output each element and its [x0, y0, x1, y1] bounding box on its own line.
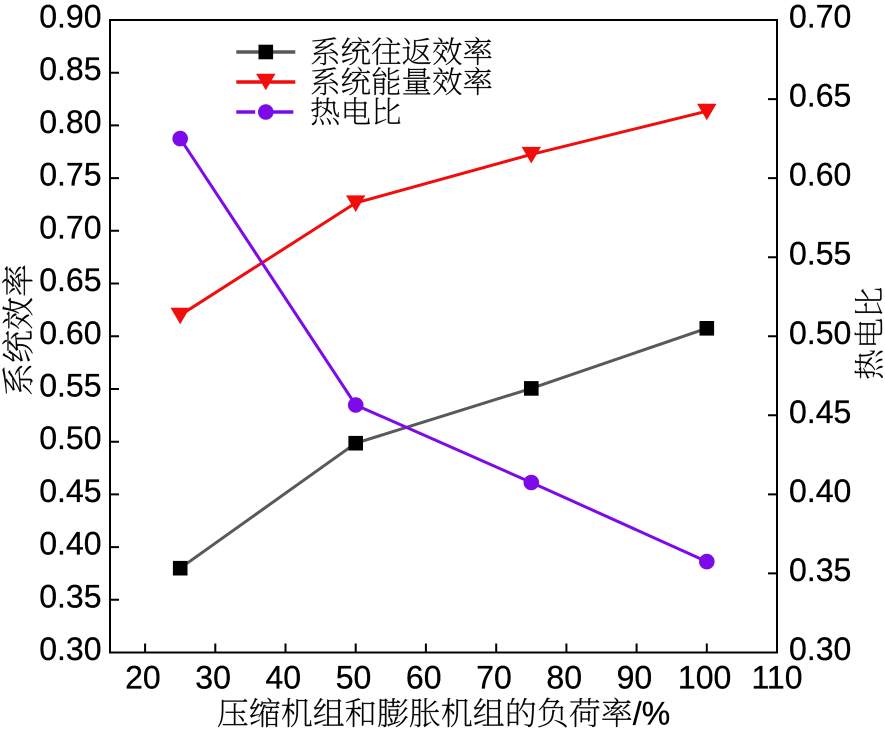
svg-text:80: 80 — [546, 660, 582, 696]
svg-text:0.50: 0.50 — [789, 315, 851, 351]
svg-text:60: 60 — [406, 660, 442, 696]
svg-text:0.30: 0.30 — [789, 631, 851, 667]
svg-text:0.70: 0.70 — [39, 209, 101, 245]
svg-text:0.35: 0.35 — [39, 578, 101, 614]
svg-text:0.70: 0.70 — [789, 0, 851, 35]
svg-text:/%: /% — [633, 696, 670, 732]
svg-text:0.55: 0.55 — [39, 368, 101, 404]
svg-text:0.30: 0.30 — [39, 631, 101, 667]
svg-text:20: 20 — [125, 660, 161, 696]
svg-text:0.60: 0.60 — [789, 157, 851, 193]
svg-text:0.55: 0.55 — [789, 236, 851, 272]
svg-text:0.75: 0.75 — [39, 157, 101, 193]
svg-text:0.85: 0.85 — [39, 51, 101, 87]
svg-text:0.80: 0.80 — [39, 104, 101, 140]
svg-text:0.50: 0.50 — [39, 420, 101, 456]
svg-text:100: 100 — [678, 660, 731, 696]
svg-text:40: 40 — [266, 660, 302, 696]
svg-text:0.40: 0.40 — [39, 526, 101, 562]
svg-text:0.90: 0.90 — [39, 0, 101, 35]
svg-text:0.35: 0.35 — [789, 552, 851, 588]
svg-text:0.40: 0.40 — [789, 473, 851, 509]
svg-text:110: 110 — [751, 660, 802, 696]
svg-text:0.45: 0.45 — [39, 473, 101, 509]
svg-text:70: 70 — [476, 660, 512, 696]
svg-text:0.60: 0.60 — [39, 315, 101, 351]
svg-text:0.65: 0.65 — [789, 78, 851, 114]
svg-text:0.65: 0.65 — [39, 262, 101, 298]
svg-text:90: 90 — [617, 660, 653, 696]
svg-text:0.45: 0.45 — [789, 394, 851, 430]
svg-text:50: 50 — [336, 660, 372, 696]
svg-text:30: 30 — [195, 660, 231, 696]
